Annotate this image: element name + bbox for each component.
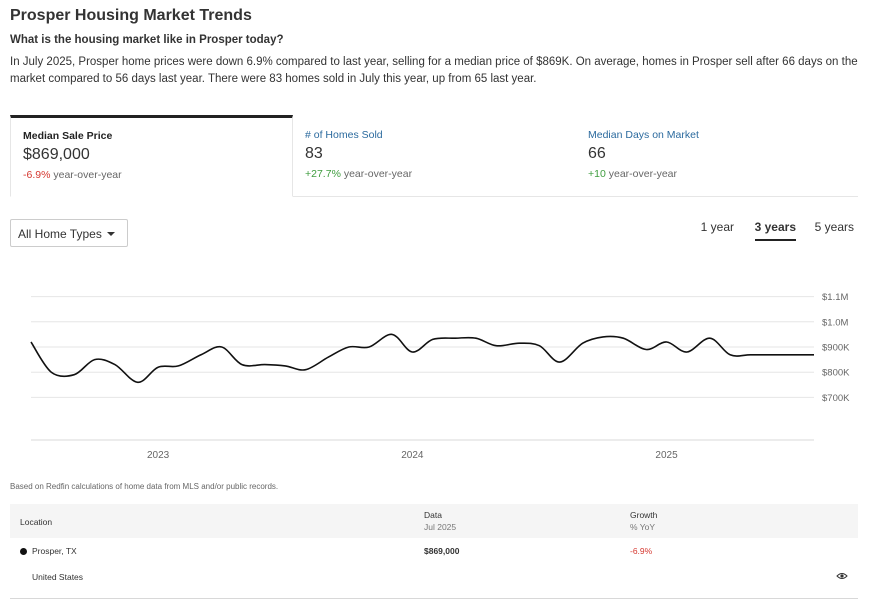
y-tick-label: $700K: [822, 393, 850, 404]
row-growth: -6.9%: [630, 546, 653, 556]
header-data: Data Jul 2025: [424, 510, 457, 532]
series-line: [30, 333, 814, 384]
home-type-value: All Home Types: [18, 227, 102, 241]
table-divider: [10, 598, 858, 599]
card-label: # of Homes Sold: [305, 129, 383, 141]
card-label: Median Sale Price: [23, 130, 113, 142]
home-type-dropdown[interactable]: All Home Types: [10, 219, 128, 247]
x-tick-label: 2023: [147, 450, 170, 461]
card-change: +27.7% year-over-year: [305, 168, 413, 180]
card-label: Median Days on Market: [588, 129, 699, 141]
eye-icon[interactable]: [836, 571, 848, 581]
table-row: Prosper, TX $869,000 -6.9%: [10, 538, 858, 564]
card-value: 83: [305, 145, 323, 162]
comparison-table: Location Data Jul 2025 Growth % YoY Pros…: [10, 504, 858, 590]
data-source-note: Based on Redfin calculations of home dat…: [10, 482, 279, 491]
table-header: Location Data Jul 2025 Growth % YoY: [10, 504, 858, 538]
price-line-chart: $700K $800K $900K $1.0M $1.1M 2023 2024 2025: [30, 292, 850, 461]
tab-5-years[interactable]: 5 years: [814, 220, 854, 234]
x-tick-label: 2024: [401, 450, 424, 461]
market-summary: In July 2025, Prosper home prices were d…: [10, 56, 858, 85]
row-location: Prosper, TX: [20, 546, 77, 556]
page-subtitle: What is the housing market like in Prosp…: [10, 34, 284, 46]
y-tick-label: $1.0M: [822, 317, 848, 328]
row-location: United States: [32, 572, 84, 582]
header-location: Location: [20, 517, 53, 527]
tab-1-year[interactable]: 1 year: [700, 220, 734, 234]
chevron-down-icon: [107, 232, 115, 236]
table-row: United States: [10, 564, 858, 590]
header-growth: Growth % YoY: [630, 510, 658, 532]
card-days-on-market[interactable]: Median Days on Market 66 +10 year-over-y…: [576, 115, 859, 197]
y-tick-label: $800K: [822, 368, 850, 379]
x-tick-label: 2025: [655, 450, 678, 461]
y-tick-label: $1.1M: [822, 292, 848, 303]
y-tick-label: $900K: [822, 343, 850, 354]
card-median-sale-price[interactable]: Median Sale Price $869,000 -6.9% year-ov…: [10, 115, 293, 197]
card-value: 66: [588, 145, 606, 162]
card-change: +10 year-over-year: [588, 168, 678, 180]
card-homes-sold[interactable]: # of Homes Sold 83 +27.7% year-over-year: [293, 115, 576, 197]
metric-cards: Median Sale Price $869,000 -6.9% year-ov…: [10, 115, 858, 197]
card-value: $869,000: [23, 146, 90, 163]
series-dot: [20, 548, 27, 555]
card-change: -6.9% year-over-year: [23, 169, 122, 181]
page-title: Prosper Housing Market Trends: [10, 7, 252, 24]
row-data: $869,000: [424, 546, 460, 556]
tab-3-years[interactable]: 3 years: [754, 220, 796, 241]
